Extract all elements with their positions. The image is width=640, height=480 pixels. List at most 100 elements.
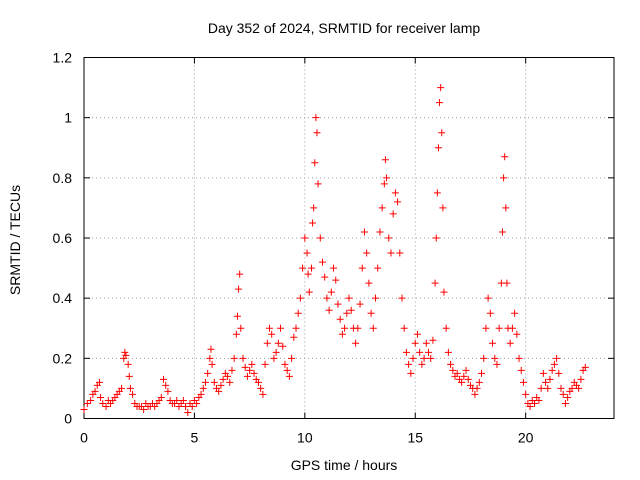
data-point xyxy=(80,405,88,413)
data-point xyxy=(439,204,447,212)
data-point xyxy=(422,339,430,347)
data-point xyxy=(389,210,397,218)
data-point xyxy=(501,153,509,161)
data-point xyxy=(288,354,296,362)
data-point xyxy=(182,402,190,410)
data-point xyxy=(495,324,503,332)
data-point xyxy=(327,288,335,296)
data-point xyxy=(413,330,421,338)
data-point xyxy=(447,360,455,368)
data-point xyxy=(548,366,556,374)
data-point xyxy=(506,339,514,347)
data-point xyxy=(309,219,317,227)
data-point xyxy=(489,339,497,347)
data-point xyxy=(398,294,406,302)
data-point xyxy=(555,369,563,377)
data-point xyxy=(564,393,572,401)
data-point xyxy=(215,387,223,395)
data-point xyxy=(539,369,547,377)
data-point xyxy=(557,384,565,392)
data-point xyxy=(553,354,561,362)
data-point xyxy=(531,399,538,407)
data-point xyxy=(248,360,256,368)
data-point xyxy=(283,366,291,374)
data-point xyxy=(493,360,501,368)
data-point xyxy=(121,348,129,356)
data-point xyxy=(219,375,227,383)
y-tick-label: 1.2 xyxy=(53,50,73,66)
data-point xyxy=(193,399,201,407)
data-point xyxy=(266,324,273,332)
data-point xyxy=(277,324,285,332)
data-point xyxy=(402,348,410,356)
data-point xyxy=(272,348,280,356)
data-point xyxy=(124,360,132,368)
data-point xyxy=(482,324,490,332)
data-point xyxy=(332,276,340,284)
data-point xyxy=(542,378,550,386)
data-point xyxy=(97,393,105,401)
data-point xyxy=(241,363,249,371)
data-point xyxy=(391,189,399,197)
data-point xyxy=(91,387,99,395)
data-point xyxy=(95,378,103,386)
data-point xyxy=(313,129,321,137)
data-point xyxy=(515,354,523,362)
data-point xyxy=(330,264,338,272)
data-point xyxy=(296,294,304,302)
data-point xyxy=(160,375,167,383)
x-tick-label: 5 xyxy=(191,430,199,446)
data-point xyxy=(274,339,282,347)
data-point xyxy=(407,369,415,377)
data-point xyxy=(314,180,322,188)
data-point xyxy=(372,294,379,302)
data-point xyxy=(292,324,300,332)
data-point xyxy=(437,84,445,92)
data-point xyxy=(473,384,481,392)
data-point xyxy=(365,279,373,287)
data-point xyxy=(263,339,271,347)
data-point xyxy=(396,249,404,257)
data-point xyxy=(206,354,214,362)
data-point xyxy=(334,300,342,308)
data-point xyxy=(363,249,371,257)
data-point xyxy=(508,324,516,332)
data-point xyxy=(385,234,393,242)
data-point xyxy=(232,330,240,338)
data-point xyxy=(537,384,545,392)
data-point xyxy=(224,372,232,380)
data-point xyxy=(517,366,525,374)
data-point xyxy=(453,369,461,377)
data-point xyxy=(250,369,258,377)
data-point xyxy=(343,309,351,317)
data-point xyxy=(338,330,346,338)
data-point xyxy=(356,300,364,308)
data-point xyxy=(502,204,510,212)
data-point xyxy=(83,399,91,407)
data-point xyxy=(184,408,192,416)
data-point xyxy=(449,366,457,374)
data-point xyxy=(259,390,267,398)
data-point xyxy=(197,390,205,398)
x-tick-label: 10 xyxy=(297,430,313,446)
data-point xyxy=(519,378,527,386)
data-point xyxy=(254,378,262,386)
data-point xyxy=(561,399,569,407)
data-point xyxy=(347,306,355,314)
data-point xyxy=(208,360,216,368)
data-point xyxy=(478,369,485,377)
data-point xyxy=(162,381,170,389)
data-point xyxy=(438,129,446,137)
data-point xyxy=(358,264,366,272)
data-point xyxy=(460,372,468,380)
data-points xyxy=(80,84,589,416)
data-point xyxy=(409,354,417,362)
data-point xyxy=(285,372,293,380)
data-point xyxy=(237,324,245,332)
data-point xyxy=(511,309,519,317)
data-point xyxy=(380,180,388,188)
chart-title: Day 352 of 2024, SRMTID for receiver lam… xyxy=(208,20,481,36)
data-point xyxy=(129,390,137,398)
grid-lines xyxy=(84,57,614,419)
data-point xyxy=(316,234,324,242)
